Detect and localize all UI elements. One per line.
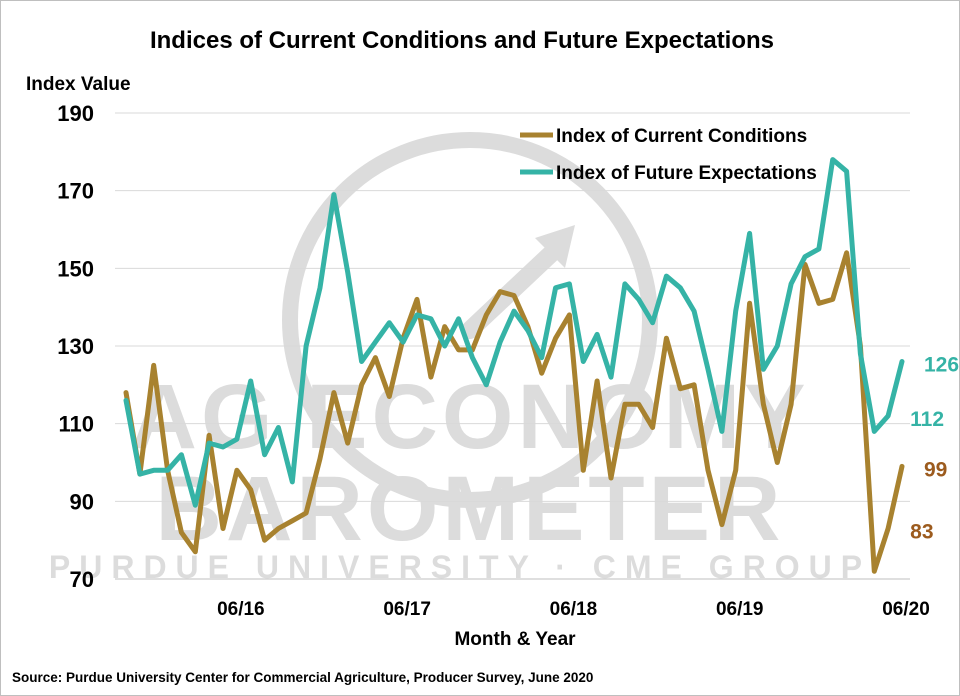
x-tick-label-06-16: 06/16 <box>217 599 265 620</box>
series-lines <box>123 157 905 574</box>
y-tick-label-90: 90 <box>70 489 94 514</box>
y-tick-label-130: 130 <box>57 334 94 359</box>
legend: Index of Current Conditions Index of Futu… <box>520 126 817 184</box>
legend-label-0: Index of Current Conditions <box>556 126 807 147</box>
y-axis-label: Index Value <box>26 74 131 95</box>
watermark-line2: BAROMETER <box>156 458 785 560</box>
data-label-s1-56: 126 <box>924 354 959 377</box>
y-tick-label-70: 70 <box>70 567 94 592</box>
data-label-s0-55: 83 <box>910 521 933 544</box>
chart-title: Indices of Current Conditions and Future… <box>150 27 774 54</box>
y-tick-label-150: 150 <box>57 256 94 281</box>
data-label-s1-55: 112 <box>910 408 944 431</box>
y-axis-ticks: 190 170 150 130 110 90 70 <box>57 101 94 592</box>
legend-label-1: Index of Future Expectations <box>556 163 817 184</box>
data-label-s0-56: 99 <box>924 458 947 481</box>
x-tick-label-06-18: 06/18 <box>550 599 598 620</box>
x-tick-label-06-17: 06/17 <box>383 599 431 620</box>
source-note: Source: Purdue University Center for Com… <box>12 670 593 685</box>
x-tick-label-06-19: 06/19 <box>716 599 764 620</box>
data-labels: 83 99 112 126 <box>910 354 959 544</box>
x-tick-label-06-20: 06/20 <box>882 599 930 620</box>
watermark: AG ECONOMY BAROMETER PURDUE UNIVERSITY ·… <box>49 132 871 585</box>
watermark-line3: PURDUE UNIVERSITY · CME GROUP <box>49 549 871 585</box>
x-axis-ticks: 06/16 06/17 06/18 06/19 06/20 <box>217 599 930 620</box>
y-tick-label-170: 170 <box>57 179 94 204</box>
watermark-gauge-arrow <box>535 225 575 268</box>
grid-lines <box>115 112 910 580</box>
y-tick-label-190: 190 <box>57 101 94 126</box>
y-tick-label-110: 110 <box>59 412 95 437</box>
x-axis-label: Month & Year <box>454 629 576 650</box>
